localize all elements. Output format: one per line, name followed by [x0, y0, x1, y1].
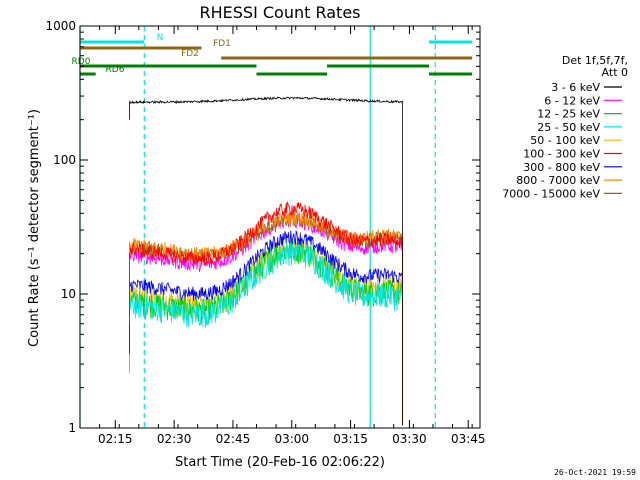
flag-label-n: N — [157, 33, 164, 43]
legend-label-8: 7000 - 15000 keV — [502, 187, 600, 200]
x-tick-label-0: 02:15 — [98, 432, 133, 446]
x-tick-label-4: 03:15 — [333, 432, 368, 446]
legend-label-5: 100 - 300 keV — [523, 148, 600, 161]
legend-header-0: Det 1f,5f,7f, — [562, 54, 628, 67]
plot-frame — [79, 25, 481, 429]
series-line-6 — [129, 229, 403, 426]
legend-label-1: 6 - 12 keV — [544, 94, 600, 107]
flag-label-rd6: RD6 — [106, 65, 125, 75]
series-line-2 — [129, 238, 403, 426]
x-tick-label-1: 02:30 — [157, 432, 192, 446]
legend-label-6: 300 - 800 keV — [523, 161, 600, 174]
legend-header-1: Att 0 — [602, 66, 628, 79]
x-tick-label-6: 03:45 — [451, 432, 486, 446]
y-tick-label-0: 1 — [68, 421, 76, 435]
legend-label-7: 800 - 7000 keV — [516, 174, 600, 187]
legend-label-4: 50 - 100 keV — [530, 134, 600, 147]
flag-bars: N FD1 FD2 RD0 RD6 — [72, 33, 473, 76]
series-line-8 — [129, 213, 403, 426]
x-axis-label: Start Time (20-Feb-16 02:06:22) — [175, 455, 385, 470]
flag-label-fd2: FD2 — [181, 49, 199, 59]
flag-label-fd1: FD1 — [213, 39, 231, 49]
legend-label-2: 12 - 25 keV — [537, 108, 600, 121]
series-line-4 — [129, 235, 403, 426]
series-line-7 — [129, 210, 403, 426]
axes: 1 10 100 1000 02:15 02:30 02:45 03:00 03:15 03:30… — [45, 19, 485, 446]
flag-label-rd0: RD0 — [72, 57, 91, 67]
y-tick-label-1: 10 — [61, 287, 76, 301]
x-tick-label-5: 03:30 — [392, 432, 427, 446]
y-tick-label-3: 1000 — [45, 19, 76, 33]
series-line-1 — [129, 213, 403, 426]
series-line-5 — [129, 200, 403, 426]
plot-area — [79, 26, 436, 428]
x-tick-label-3: 03:00 — [274, 432, 309, 446]
footer-timestamp: 26-Oct-2021 19:59 — [554, 468, 636, 477]
y-axis-label: Count Rate (s⁻¹ detector segment⁻¹) — [27, 109, 42, 347]
y-tick-label-2: 100 — [53, 153, 76, 167]
chart-title: RHESSI Count Rates — [200, 3, 361, 22]
series-line-0 — [129, 96, 403, 426]
legend-label-3: 25 - 50 keV — [537, 121, 600, 134]
legend-label-0: 3 - 6 keV — [551, 81, 600, 94]
series-line-3 — [129, 240, 403, 426]
x-tick-label-2: 02:45 — [216, 432, 251, 446]
